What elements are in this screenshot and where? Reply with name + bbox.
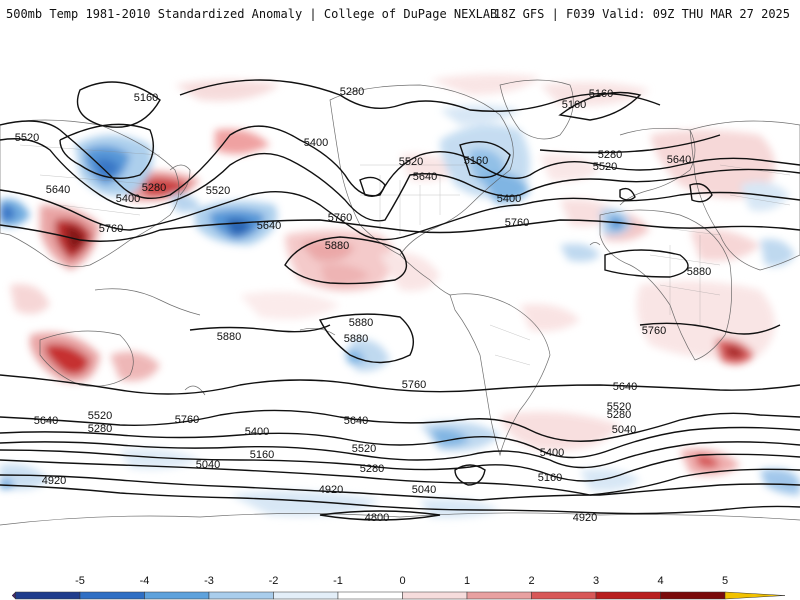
contour-label: 5280 (142, 182, 166, 194)
contour-label: 5760 (99, 223, 123, 235)
colorbar-swatch (595, 591, 661, 600)
contour-label: 5520 (399, 156, 423, 168)
colorbar-tick-label: -5 (75, 575, 85, 587)
colorbar-tick-label: 1 (464, 575, 470, 587)
colorbar-swatch (337, 591, 403, 600)
contour-label: 5040 (612, 424, 636, 436)
contour-label: 5280 (340, 86, 364, 98)
colorbar-tick-label: -1 (333, 575, 343, 587)
contour-label: 5400 (497, 193, 521, 205)
colorbar-tick-label: -2 (269, 575, 279, 587)
contour-label: 5400 (245, 426, 269, 438)
contour-label: 5160 (134, 92, 158, 104)
contour-label: 5160 (538, 472, 562, 484)
contour-label: 4920 (573, 512, 597, 524)
contour-label: 5760 (505, 217, 529, 229)
colorbar-tick-label: 0 (399, 575, 405, 587)
contour-label: 5160 (464, 155, 488, 167)
colorbar: -5 -4 -3 -2 -1 0 1 2 3 4 5 (11, 575, 786, 600)
contour-label: 5640 (344, 415, 368, 427)
contour-label: 5520 (15, 132, 39, 144)
contour-label: 5640 (613, 381, 637, 393)
colorbar-tick-label: 5 (722, 575, 728, 587)
contour-label: 5520 (88, 410, 112, 422)
world-map: 5160 5280 5160 5160 5520 5400 5640 5280 … (0, 55, 800, 527)
colorbar-swatch (660, 591, 726, 600)
contour-label: 5520 (206, 185, 230, 197)
contour-label: 5160 (589, 88, 613, 100)
contour-label: 5640 (257, 220, 281, 232)
contour-label: 5520 (593, 161, 617, 173)
contour-label: 5280 (607, 409, 631, 421)
colorbar-swatch (11, 591, 16, 600)
colorbar-swatch (273, 591, 339, 600)
contour-label: 5640 (46, 184, 70, 196)
contour-label: 4800 (365, 512, 389, 524)
contour-label: 5880 (687, 266, 711, 278)
colorbar-tick-label: -4 (140, 575, 150, 587)
contour-label: 5280 (360, 463, 384, 475)
map-title: 500mb Temp 1981-2010 Standardized Anomal… (6, 7, 498, 21)
contour-label: 5520 (607, 401, 631, 413)
colorbar-swatch (724, 591, 786, 600)
anomaly-shading (0, 74, 800, 518)
contour-label: 5880 (349, 317, 373, 329)
contour-label: 4920 (42, 475, 66, 487)
contour-label: 5880 (217, 331, 241, 343)
contour-label: 5520 (352, 443, 376, 455)
colorbar-swatch (466, 591, 532, 600)
colorbar-swatch (402, 591, 468, 600)
colorbar-tick-label: 3 (593, 575, 599, 587)
contour-label: 5640 (667, 154, 691, 166)
contour-label: 5160 (250, 449, 274, 461)
colorbar-swatch (208, 591, 274, 600)
colorbar-tick-label: -3 (204, 575, 214, 587)
contour-label: 5880 (344, 333, 368, 345)
contour-label: 5160 (562, 99, 586, 111)
colorbar-tick-label: 2 (528, 575, 534, 587)
contour-label: 5640 (34, 415, 58, 427)
contour-label: 4920 (319, 484, 343, 496)
contour-label: 5280 (88, 423, 112, 435)
colorbar-swatch (79, 591, 145, 600)
contour-label: 5640 (413, 171, 437, 183)
height-contours (0, 79, 800, 521)
colorbar-swatch (15, 591, 81, 600)
contour-label: 5040 (412, 484, 436, 496)
contour-label: 5760 (175, 414, 199, 426)
contour-label: 5400 (116, 193, 140, 205)
contour-label: 5760 (328, 212, 352, 224)
colorbar-swatch (531, 591, 597, 600)
model-run-info: 18Z GFS | F039 Valid: 09Z THU MAR 27 202… (493, 7, 790, 21)
contour-label: 5400 (304, 137, 328, 149)
contour-label: 5400 (540, 447, 564, 459)
contour-label: 5880 (325, 240, 349, 252)
contour-labels: 5160 5280 5160 5160 5520 5400 5640 5280 … (15, 86, 711, 524)
colorbar-swatch (144, 591, 210, 600)
contour-label: 5760 (402, 379, 426, 391)
contour-label: 5280 (598, 149, 622, 161)
contour-label: 5760 (642, 325, 666, 337)
contour-label: 5040 (196, 459, 220, 471)
colorbar-tick-label: 4 (657, 575, 663, 587)
map-header: 500mb Temp 1981-2010 Standardized Anomal… (0, 0, 800, 30)
